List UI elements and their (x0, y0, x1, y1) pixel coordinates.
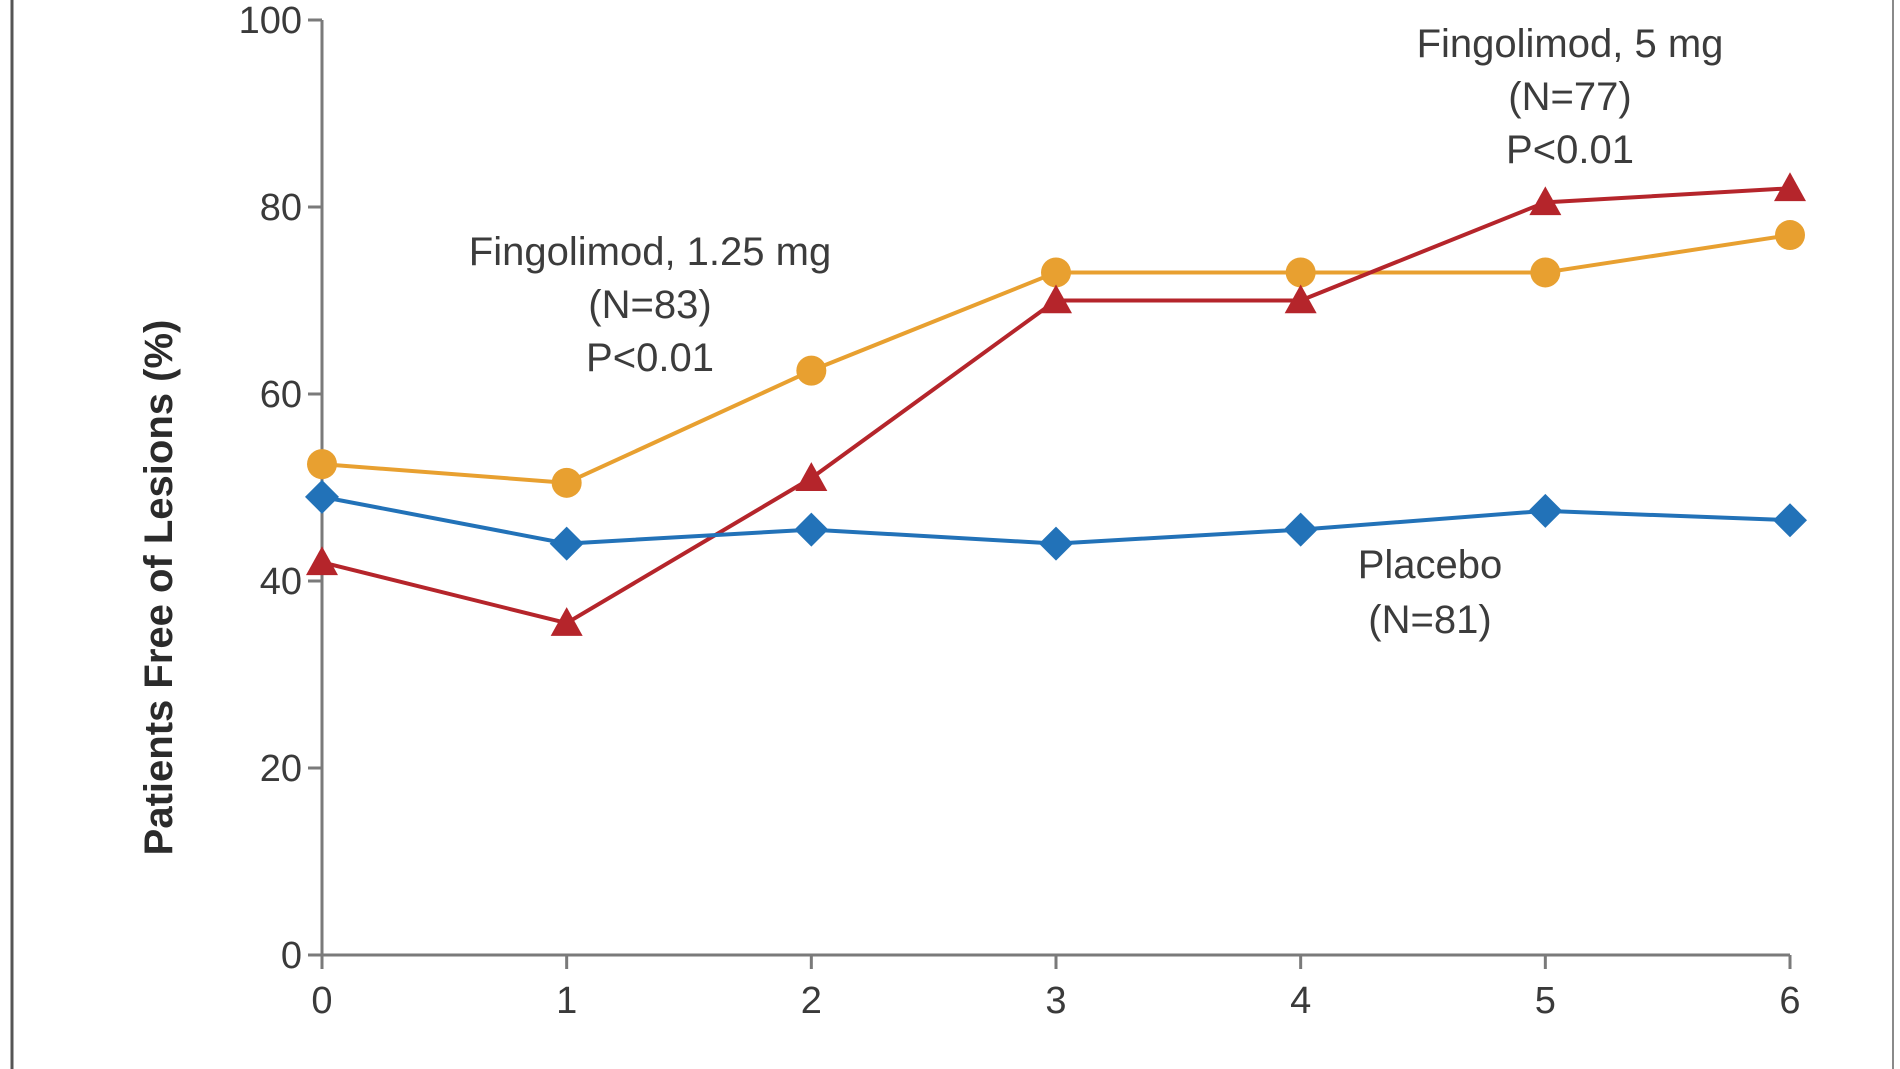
y-tick-label: 80 (260, 187, 302, 229)
data-point-circle (1285, 257, 1316, 288)
data-point-circle (307, 449, 337, 480)
annotation-n: (N=81) (1368, 598, 1491, 642)
annotation-fingolimod-1-25: Fingolimod, 1.25 mg (N=83) P<0.01 (469, 230, 831, 380)
data-point-circle (796, 355, 827, 386)
annotation-p-value: P<0.01 (586, 336, 714, 380)
data-point-circle (1775, 220, 1805, 251)
data-point-triangle (1284, 284, 1317, 314)
y-tick-label: 40 (260, 561, 302, 603)
y-axis-ticks: 0 20 40 60 80 100 (239, 0, 322, 977)
data-point-circle (1041, 257, 1071, 288)
series-markers (305, 172, 1807, 636)
data-point-circle (1530, 257, 1561, 288)
data-point-diamond (794, 512, 829, 547)
x-tick-label: 6 (1779, 980, 1800, 1022)
annotation-fingolimod-5: Fingolimod, 5 mg (N=77) P<0.01 (1417, 22, 1724, 172)
annotation-name: Fingolimod, 1.25 mg (469, 230, 831, 274)
x-tick-label: 0 (311, 980, 332, 1022)
data-point-diamond (305, 479, 339, 514)
y-tick-label: 0 (281, 935, 302, 977)
annotation-name: Placebo (1358, 543, 1503, 587)
y-tick-label: 100 (239, 0, 302, 42)
x-tick-label: 2 (801, 980, 822, 1022)
data-point-triangle (306, 546, 338, 576)
data-point-triangle (1774, 172, 1806, 202)
data-point-triangle (1529, 186, 1562, 216)
data-point-diamond (1528, 493, 1563, 528)
x-tick-label: 3 (1045, 980, 1066, 1022)
data-point-triangle (795, 462, 828, 491)
x-tick-label: 4 (1290, 980, 1311, 1022)
annotation-n: (N=77) (1508, 75, 1631, 119)
annotation-name: Fingolimod, 5 mg (1417, 22, 1724, 66)
x-axis-ticks: 0 1 2 3 4 5 6 (311, 955, 1801, 1022)
data-point-diamond (1283, 512, 1318, 547)
x-tick-label: 5 (1535, 980, 1556, 1022)
data-point-diamond (549, 526, 584, 561)
y-axis-title: Patients Free of Lesions (%) (137, 320, 181, 856)
y-tick-label: 20 (260, 748, 302, 790)
x-tick-label: 1 (556, 980, 577, 1022)
data-point-triangle (550, 607, 583, 636)
y-tick-label: 60 (260, 374, 302, 416)
data-point-diamond (1773, 503, 1807, 538)
annotation-n: (N=83) (588, 283, 711, 327)
data-point-circle (551, 467, 582, 498)
data-point-diamond (1039, 526, 1073, 561)
annotation-p-value: P<0.01 (1506, 128, 1634, 172)
data-point-triangle (1040, 284, 1072, 314)
annotation-placebo: Placebo (N=81) (1358, 543, 1503, 642)
